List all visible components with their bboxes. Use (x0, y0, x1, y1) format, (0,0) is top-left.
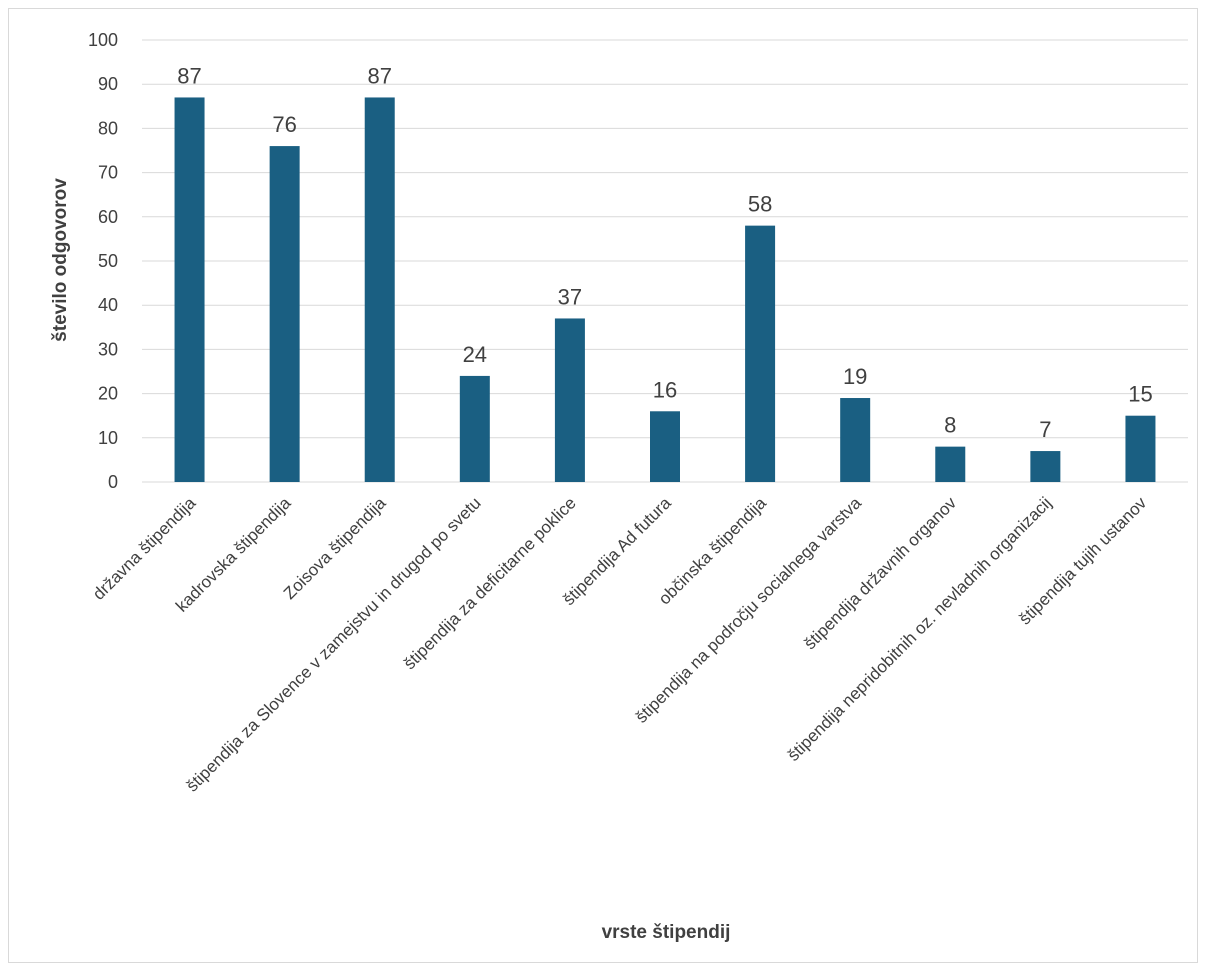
data-label: 24 (463, 342, 487, 367)
bar (840, 398, 871, 482)
x-axis-title: vrste štipendij (602, 922, 731, 943)
gridlines (142, 39, 1188, 483)
data-label: 76 (272, 112, 296, 137)
chart-frame (8, 8, 1198, 963)
bar (935, 446, 966, 482)
y-tick-label: 50 (98, 251, 118, 271)
y-tick-label: 90 (98, 74, 118, 94)
bar (459, 375, 490, 482)
data-label: 87 (177, 63, 201, 88)
data-label: 16 (653, 377, 677, 402)
data-label: 7 (1039, 417, 1051, 442)
data-label: 19 (843, 364, 867, 389)
bars (174, 97, 1156, 483)
bar (650, 411, 680, 482)
bar (745, 225, 776, 482)
y-tick-label: 60 (98, 207, 118, 227)
y-tick-label: 40 (98, 295, 118, 315)
bar (174, 97, 205, 483)
y-tick-label: 80 (98, 118, 118, 138)
data-label: 8 (944, 413, 956, 438)
bar (1125, 415, 1156, 482)
y-tick-labels: 0 10 20 30 40 50 60 70 80 90 100 (88, 30, 118, 492)
y-tick-label: 70 (98, 163, 118, 183)
data-label: 58 (748, 192, 772, 217)
bar (269, 146, 300, 482)
y-axis-title: število odgovorov (50, 178, 71, 342)
bar (1030, 451, 1061, 482)
y-tick-label: 20 (98, 384, 118, 404)
y-tick-label: 10 (98, 428, 118, 448)
bar (554, 318, 585, 482)
data-label: 15 (1128, 382, 1152, 407)
data-label: 87 (367, 63, 391, 88)
data-label: 37 (558, 284, 582, 309)
y-tick-label: 30 (98, 339, 118, 359)
y-tick-label: 0 (108, 472, 118, 492)
category-label: državna štipendija (89, 493, 200, 604)
bar (364, 97, 395, 483)
y-tick-label: 100 (88, 30, 118, 50)
category-label: Zoisova štipendija (280, 493, 390, 603)
category-label: štipendija za deficitarne poklice (400, 493, 580, 673)
category-label: štipendija državnih organov (800, 493, 960, 653)
